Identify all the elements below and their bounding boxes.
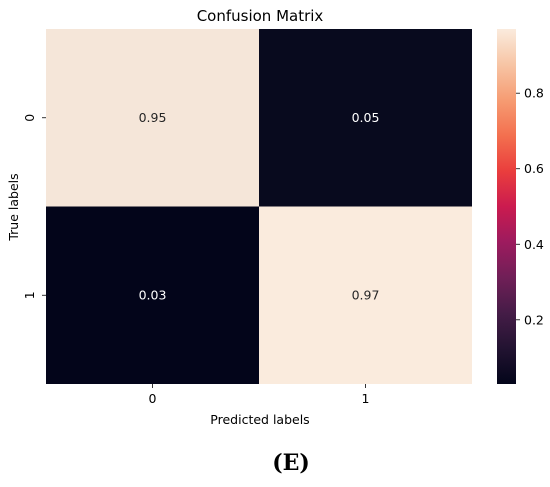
heatmap-cell-0-0	[46, 29, 259, 207]
colorbar-tick-label: 0.6	[524, 161, 544, 176]
colorbar-tick-label: 0.4	[524, 237, 544, 252]
colorbar	[497, 29, 516, 384]
y-tick-label: 0	[22, 114, 37, 122]
heatmap-cell-1-1	[259, 206, 472, 384]
colorbar-tick-label: 0.8	[524, 86, 544, 101]
heatmap-cell-1-0	[46, 206, 259, 384]
cell-value-label-1-1: 0.97	[352, 287, 380, 302]
x-tick-label: 1	[362, 391, 370, 406]
y-tick-label: 1	[22, 291, 37, 299]
heatmap-cells	[46, 29, 472, 384]
colorbar-ticks: 0.2 0.4 0.6 0.8	[516, 86, 544, 327]
x-axis-label: Predicted labels	[210, 412, 309, 427]
heatmap-cell-labels: 0.95 0.05 0.03 0.97	[139, 110, 380, 303]
chart-title: Confusion Matrix	[197, 7, 324, 25]
y-axis-ticks: 01	[22, 114, 46, 299]
cell-value-label-0-1: 0.05	[352, 110, 380, 125]
cell-value-label-0-0: 0.95	[139, 110, 167, 125]
colorbar-tick-label: 0.2	[524, 312, 544, 327]
panel-caption: (E)	[272, 450, 310, 476]
y-axis-label: True labels	[6, 173, 21, 241]
heatmap-cell-0-1	[259, 29, 472, 207]
x-tick-label: 0	[149, 391, 157, 406]
cell-value-label-1-0: 0.03	[139, 287, 167, 302]
